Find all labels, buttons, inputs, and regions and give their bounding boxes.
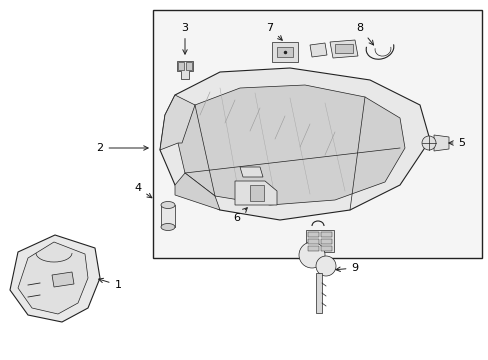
Bar <box>153 10 481 258</box>
Polygon shape <box>175 173 220 210</box>
Polygon shape <box>240 167 263 177</box>
Polygon shape <box>18 242 88 314</box>
Bar <box>320 246 331 251</box>
Bar <box>185 62 192 70</box>
Polygon shape <box>309 43 326 57</box>
Bar <box>334 44 352 53</box>
Polygon shape <box>433 135 448 151</box>
Bar <box>249 185 264 201</box>
Bar <box>276 47 292 57</box>
Text: 8: 8 <box>356 23 373 45</box>
Polygon shape <box>315 273 321 313</box>
Text: 1: 1 <box>99 278 121 290</box>
Bar <box>307 232 318 237</box>
Bar <box>161 205 175 227</box>
Polygon shape <box>160 95 195 150</box>
Text: 2: 2 <box>96 143 148 153</box>
FancyBboxPatch shape <box>271 42 297 62</box>
Text: 5: 5 <box>448 138 465 148</box>
Bar <box>307 246 318 251</box>
Text: 9: 9 <box>335 263 358 273</box>
Polygon shape <box>52 272 74 287</box>
Bar <box>320 239 331 244</box>
Bar <box>320 232 331 237</box>
Polygon shape <box>10 235 100 322</box>
Bar <box>307 239 318 244</box>
Circle shape <box>298 242 325 268</box>
Bar <box>178 62 183 70</box>
Text: 7: 7 <box>266 23 282 40</box>
Text: 3: 3 <box>181 23 188 54</box>
Polygon shape <box>160 68 429 220</box>
Polygon shape <box>177 61 193 79</box>
Circle shape <box>421 136 435 150</box>
Ellipse shape <box>161 202 175 208</box>
Text: 6: 6 <box>233 208 247 223</box>
Circle shape <box>315 256 335 276</box>
Polygon shape <box>178 85 404 205</box>
Ellipse shape <box>161 224 175 230</box>
Polygon shape <box>329 40 357 58</box>
Polygon shape <box>235 181 276 205</box>
Bar <box>305 230 333 252</box>
Text: 4: 4 <box>134 183 152 198</box>
